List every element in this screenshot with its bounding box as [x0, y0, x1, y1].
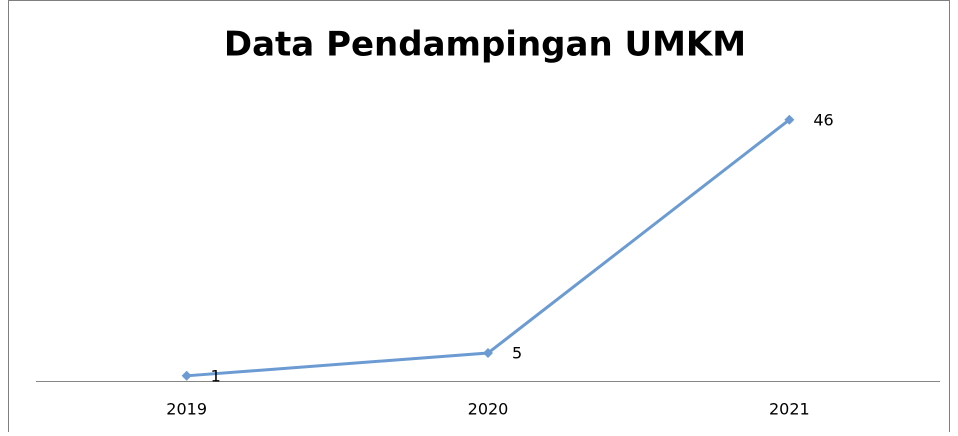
x-tick-label: 2019 — [166, 400, 207, 419]
chart-frame — [8, 0, 950, 436]
x-tick-label: 2021 — [769, 400, 810, 419]
data-label: 1 — [211, 366, 221, 385]
marker — [784, 114, 795, 125]
data-label: 46 — [813, 110, 833, 129]
marker — [483, 348, 493, 359]
chart-title: Data Pendampingan UMKM — [224, 25, 746, 65]
marker — [181, 370, 192, 381]
data-label: 5 — [512, 344, 522, 363]
x-tick-label: 2020 — [468, 400, 509, 419]
